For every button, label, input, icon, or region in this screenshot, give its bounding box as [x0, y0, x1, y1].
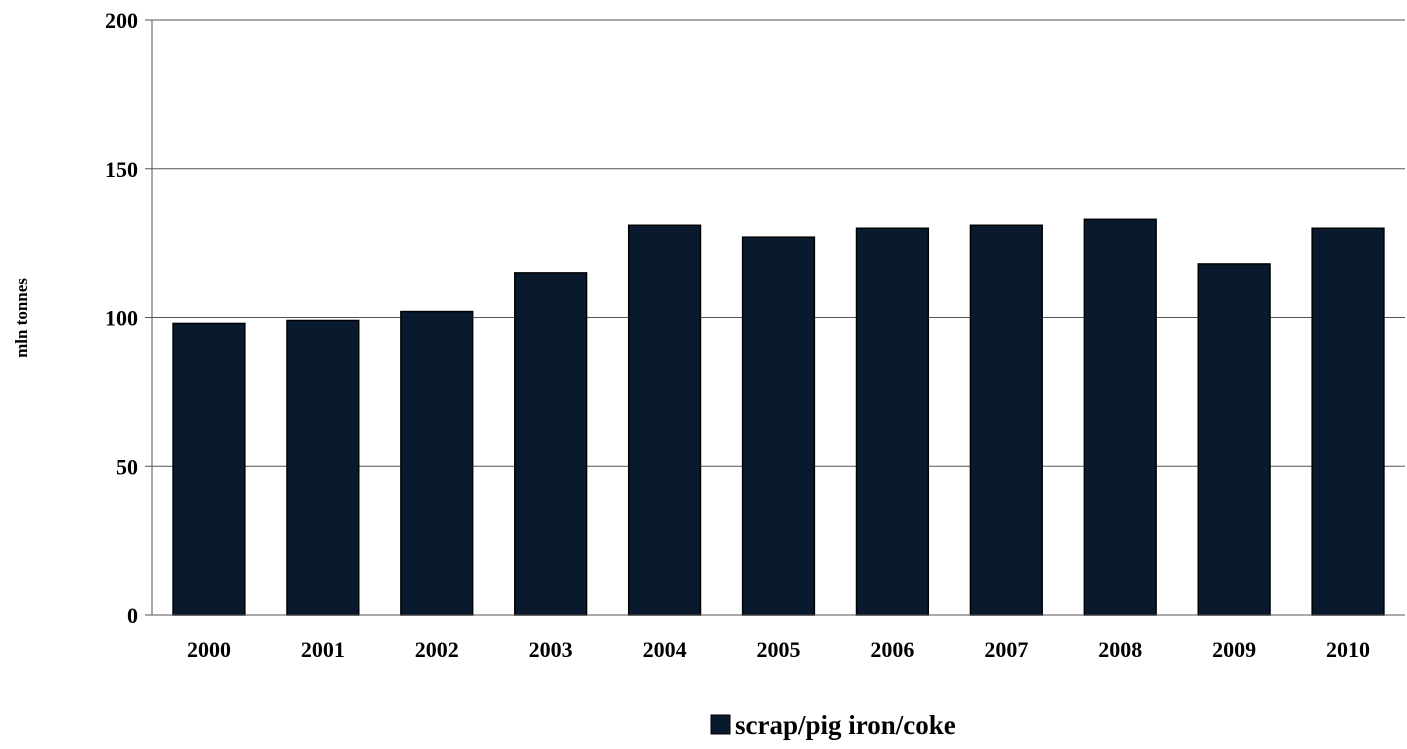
y-tick-label-0: 0 — [127, 603, 138, 628]
y-tick-label-200: 200 — [105, 8, 138, 33]
x-tick-label-2009: 2009 — [1212, 637, 1256, 662]
x-tick-label-2000: 2000 — [187, 637, 231, 662]
bar-2010 — [1311, 227, 1385, 616]
x-tick-label-2001: 2001 — [301, 637, 345, 662]
bar-2005 — [741, 236, 816, 616]
bar-2000 — [172, 322, 246, 616]
y-tick-label-50: 50 — [116, 454, 138, 479]
y-tick-label-150: 150 — [105, 157, 138, 182]
x-tick-label-2003: 2003 — [529, 637, 573, 662]
axes — [145, 19, 1405, 616]
bars — [172, 218, 1385, 616]
x-tick-label-2002: 2002 — [415, 637, 459, 662]
x-tick-label-2010: 2010 — [1326, 637, 1370, 662]
y-axis-label: mln tonnes — [12, 278, 31, 358]
legend-swatch-scrap-pig-iron-coke — [710, 714, 731, 735]
bar-2004 — [627, 224, 702, 616]
x-tick-label-2005: 2005 — [757, 637, 801, 662]
x-tick-labels: 2000 2001 2002 2003 2004 2005 2006 2007 2008 2009… — [187, 637, 1370, 662]
x-tick-label-2008: 2008 — [1098, 637, 1142, 662]
legend: scrap/pig iron/coke — [710, 710, 956, 740]
legend-label-scrap-pig-iron-coke: scrap/pig iron/coke — [735, 710, 956, 740]
bar-2003 — [514, 272, 588, 616]
bar-2006 — [855, 227, 930, 616]
x-tick-label-2004: 2004 — [643, 637, 687, 662]
bar-2008 — [1083, 218, 1157, 616]
x-tick-label-2007: 2007 — [984, 637, 1028, 662]
y-tick-labels: 0 50 100 150 200 — [105, 8, 138, 628]
bar-2001 — [286, 319, 360, 616]
bar-2009 — [1197, 263, 1271, 616]
y-tick-label-100: 100 — [105, 306, 138, 331]
bar-2007 — [969, 224, 1043, 616]
bar-2002 — [400, 310, 474, 616]
x-tick-label-2006: 2006 — [870, 637, 914, 662]
